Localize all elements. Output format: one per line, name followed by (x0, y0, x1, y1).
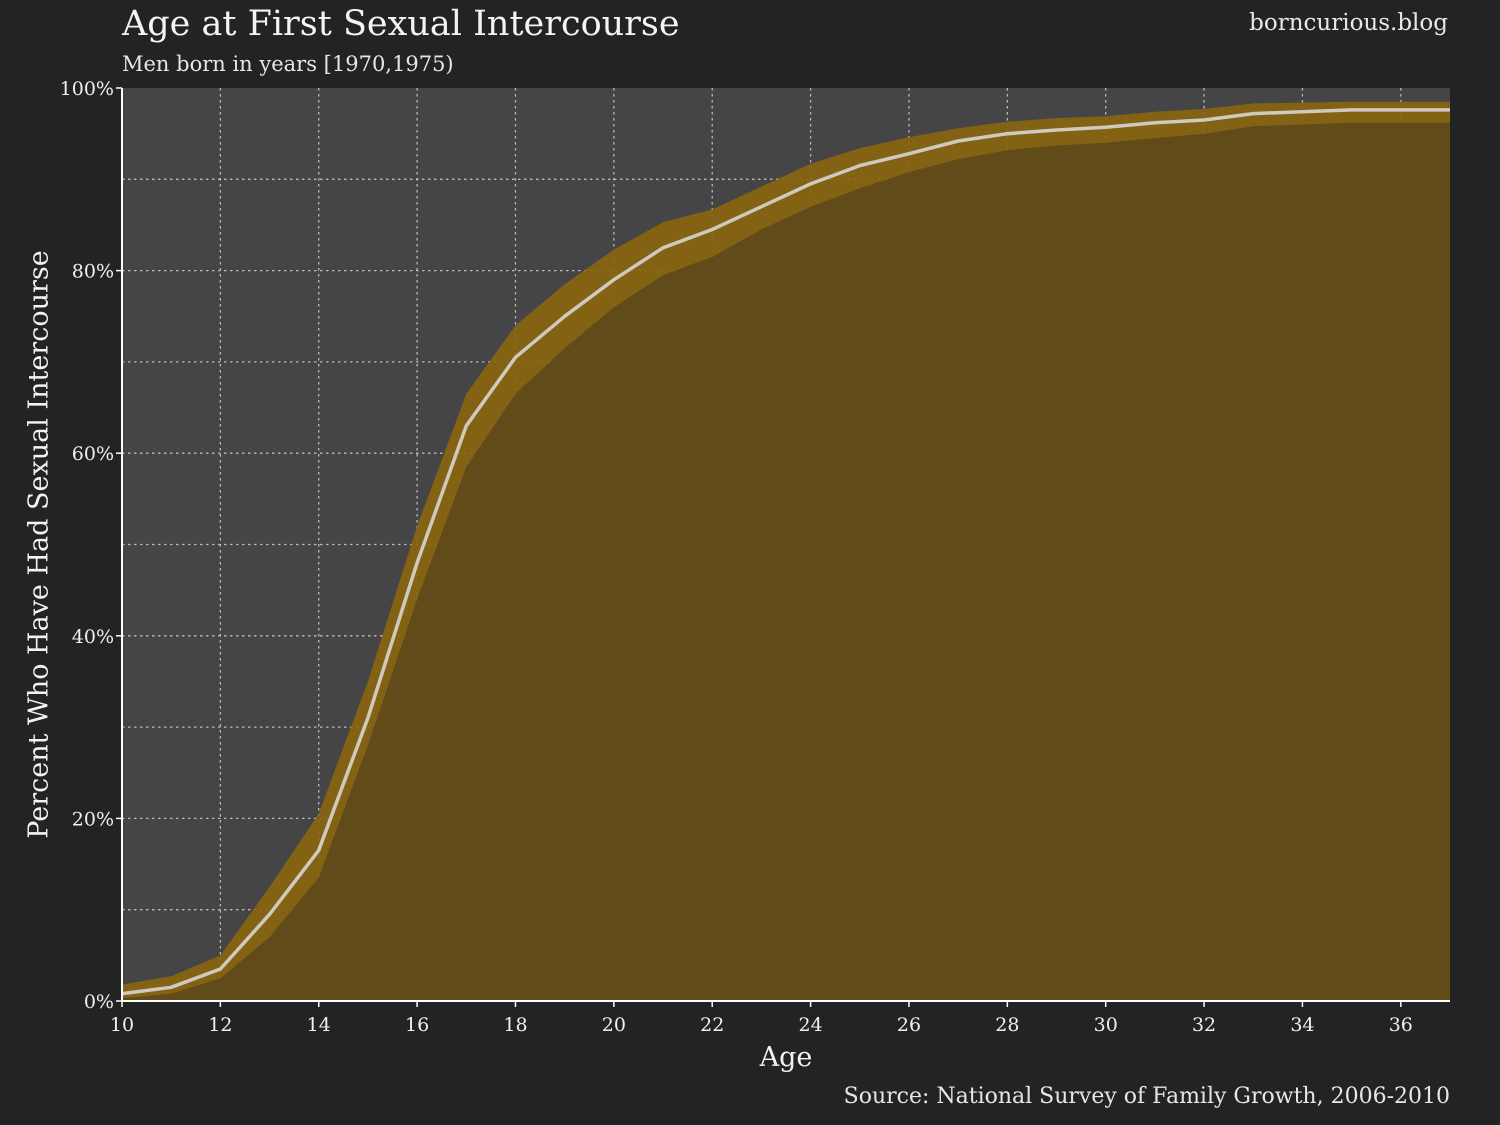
x-tick-label: 32 (1192, 1014, 1216, 1036)
series-line (121, 108, 1450, 996)
y-axis-ticks: 0% 20% 40% 60% 80% 100% (60, 78, 122, 1013)
x-tick-label: 16 (405, 1014, 429, 1036)
chart-title: Age at First Sexual Intercourse (122, 4, 680, 44)
cumulative-area (122, 122, 1450, 1001)
chart-subtitle: Men born in years [1970,1975) (122, 52, 454, 76)
x-tick-label: 26 (897, 1014, 921, 1036)
x-tick-label: 30 (1094, 1014, 1118, 1036)
y-tick-label: 40% (72, 626, 114, 648)
x-tick-label: 10 (110, 1014, 134, 1036)
x-tick-label: 22 (700, 1014, 724, 1036)
x-axis-ticks: 10 12 14 16 18 20 22 24 26 28 30 32 34 36 (110, 1001, 1413, 1036)
x-tick-label: 14 (307, 1014, 331, 1036)
x-tick-label: 36 (1389, 1014, 1413, 1036)
x-axis-label: Age (759, 1042, 813, 1073)
y-tick-label: 60% (72, 443, 114, 465)
x-tick-label: 12 (208, 1014, 232, 1036)
x-tick-label: 20 (602, 1014, 626, 1036)
y-tick-label: 0% (84, 991, 114, 1013)
confidence-band (122, 101, 1450, 999)
x-tick-label: 18 (503, 1014, 527, 1036)
source-note: Source: National Survey of Family Growth… (843, 1084, 1450, 1109)
y-tick-label: 100% (60, 78, 114, 100)
x-tick-label: 28 (995, 1014, 1019, 1036)
y-tick-label: 80% (72, 261, 114, 283)
y-tick-label: 20% (72, 808, 114, 830)
x-tick-label: 24 (798, 1014, 822, 1036)
x-tick-label: 34 (1290, 1014, 1314, 1036)
y-axis-label: Percent Who Have Had Sexual Intercourse (23, 250, 54, 838)
brand-label: borncurious.blog (1249, 10, 1448, 36)
axes (121, 88, 1450, 1002)
